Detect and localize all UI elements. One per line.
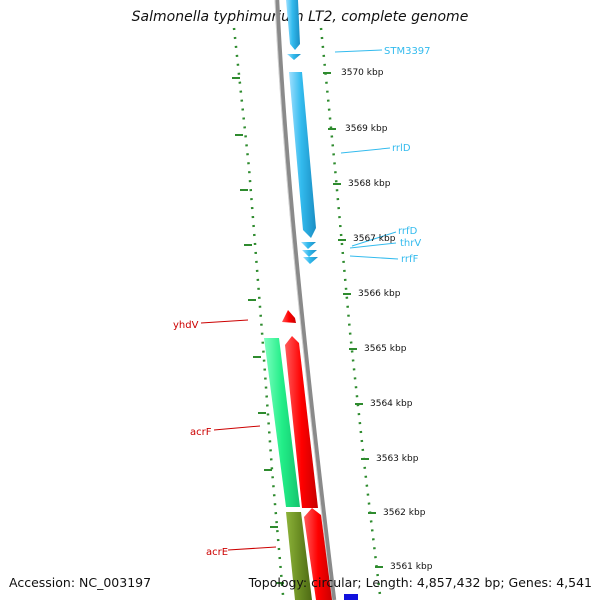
acrf-red-feature: [285, 336, 318, 508]
scale-label-3561: 3561 kbp: [390, 562, 433, 572]
genome-backbone-highlight: [274, 0, 333, 600]
blue-feature: [344, 594, 358, 600]
label-rrff: rrfF: [401, 254, 419, 265]
label-rrld: rrlD: [392, 143, 411, 154]
label-rrfd: rrfD: [398, 226, 418, 237]
rna-features: [286, 0, 318, 264]
scale-label-3564: 3564 kbp: [370, 399, 413, 409]
scale-label-3570: 3570 kbp: [341, 68, 384, 78]
inner-tick-ring: [319, 27, 382, 596]
scale-label-3565: 3565 kbp: [364, 344, 407, 354]
rrfd-feature: [301, 242, 316, 249]
stm3397-arrowhead: [287, 54, 301, 60]
outer-tick-ring: [232, 27, 285, 596]
rrld-feature: [289, 72, 316, 238]
acrf-feature: [264, 338, 300, 507]
scale-label-3562: 3562 kbp: [383, 508, 426, 518]
label-leaders: [200, 49, 399, 551]
scale-label-3569: 3569 kbp: [345, 124, 388, 134]
scale-label-3566: 3566 kbp: [358, 289, 401, 299]
scale-label-3563: 3563 kbp: [376, 454, 419, 464]
stm3397-feature: [286, 0, 300, 50]
label-thrv: thrV: [400, 238, 421, 249]
genome-backbone: [274, 0, 337, 600]
scale-label-3568: 3568 kbp: [348, 179, 391, 189]
inner-major-ticks: [323, 72, 383, 568]
rrff-feature: [303, 257, 318, 264]
map-title: Salmonella typhimurium LT2, complete gen…: [131, 9, 469, 25]
label-yhdv: yhdV: [173, 320, 199, 331]
yhdv-feature: [282, 310, 296, 323]
scale-label-3567: 3567 kbp: [353, 234, 396, 244]
acre-feature: [286, 512, 312, 600]
feature-labels: STM3397 rrlD rrfD thrV rrfF yhdV acrF ac…: [173, 46, 431, 558]
genome-summary: Topology: circular; Length: 4,857,432 bp…: [248, 575, 592, 590]
accession-label: Accession: NC_003197: [9, 575, 152, 590]
red-gene-features: [282, 310, 332, 600]
outer-gene-features: [264, 338, 312, 600]
label-stm3397: STM3397: [384, 46, 431, 57]
outer-major-ticks: [232, 77, 284, 584]
thrv-feature: [302, 250, 317, 257]
label-acre: acrE: [206, 547, 228, 558]
acre-red-feature: [304, 508, 332, 600]
scale-labels: 3570 kbp 3569 kbp 3568 kbp 3567 kbp 3566…: [341, 68, 433, 572]
label-acrf: acrF: [190, 427, 212, 438]
